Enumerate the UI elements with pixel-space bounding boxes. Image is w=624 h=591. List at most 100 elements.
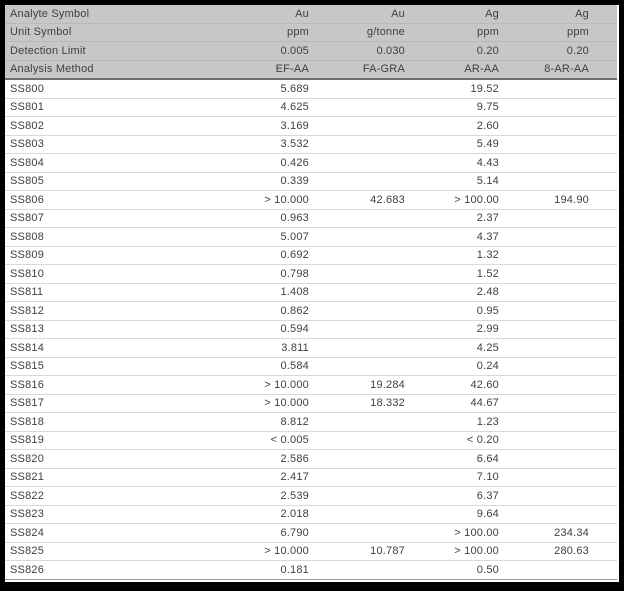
- sample-value: [313, 523, 409, 543]
- sample-id: SS821: [5, 468, 217, 487]
- assay-results-table: Analyte Symbol Au Au Ag Ag Unit Symbol ppm g/to…: [5, 5, 617, 580]
- sample-value: 1.23: [409, 412, 503, 432]
- table-row: SS820 2.586 6.64: [5, 449, 617, 469]
- sample-value: 0.692: [217, 246, 313, 265]
- sample-id: SS802: [5, 116, 217, 136]
- table-row: SS807 0.963 2.37: [5, 209, 617, 228]
- sample-id: SS816: [5, 375, 217, 395]
- sample-value: > 100.00: [409, 542, 503, 561]
- sample-value: 2.417: [217, 468, 313, 487]
- header-row: Analyte Symbol Au Au Ag Ag: [5, 5, 617, 24]
- header-row-label: Analyte Symbol: [5, 5, 217, 24]
- header-row-label: Analysis Method: [5, 60, 217, 80]
- sample-value: [503, 375, 617, 395]
- sample-id: SS801: [5, 98, 217, 117]
- sample-value: 1.32: [409, 246, 503, 265]
- sample-value: > 100.00: [409, 523, 503, 543]
- sample-value: [313, 468, 409, 487]
- header-row-value: AR-AA: [409, 60, 503, 80]
- sample-value: < 0.005: [217, 431, 313, 450]
- sample-value: > 10.000: [217, 542, 313, 561]
- sample-value: [313, 431, 409, 450]
- sample-id: SS818: [5, 412, 217, 432]
- sample-value: [503, 246, 617, 265]
- sample-id: SS820: [5, 449, 217, 469]
- assay-report-sheet: Analyte Symbol Au Au Ag Ag Unit Symbol ppm g/to…: [5, 5, 619, 582]
- table-row: SS809 0.692 1.32: [5, 246, 617, 265]
- sample-value: [313, 301, 409, 321]
- sample-value: [503, 227, 617, 247]
- sample-value: 280.63: [503, 542, 617, 561]
- sample-value: 3.169: [217, 116, 313, 136]
- table-header: Analyte Symbol Au Au Ag Ag Unit Symbol ppm g/to…: [5, 5, 617, 80]
- sample-id: SS825: [5, 542, 217, 561]
- sample-id: SS814: [5, 338, 217, 358]
- table-row: SS822 2.539 6.37: [5, 486, 617, 506]
- sample-value: [313, 172, 409, 191]
- sample-value: 0.862: [217, 301, 313, 321]
- sample-value: [313, 357, 409, 376]
- header-row-label: Unit Symbol: [5, 23, 217, 42]
- sample-id: SS819: [5, 431, 217, 450]
- sample-value: [503, 153, 617, 173]
- sample-value: [313, 560, 409, 580]
- sample-value: 5.14: [409, 172, 503, 191]
- sample-value: 194.90: [503, 190, 617, 210]
- sample-value: [313, 116, 409, 136]
- sample-value: 6.37: [409, 486, 503, 506]
- sample-value: [503, 431, 617, 450]
- sample-value: [313, 79, 409, 99]
- sample-value: 42.683: [313, 190, 409, 210]
- sample-id: SS815: [5, 357, 217, 376]
- sample-value: [503, 301, 617, 321]
- sample-value: [503, 79, 617, 99]
- sample-value: [503, 412, 617, 432]
- sample-value: [503, 116, 617, 136]
- sample-value: 0.24: [409, 357, 503, 376]
- header-row-value: 0.20: [503, 41, 617, 61]
- header-row-value: ppm: [217, 23, 313, 42]
- sample-value: [313, 338, 409, 358]
- sample-value: 2.586: [217, 449, 313, 469]
- sample-value: 9.75: [409, 98, 503, 117]
- sample-id: SS811: [5, 283, 217, 302]
- sample-value: 4.43: [409, 153, 503, 173]
- header-row-value: g/tonne: [313, 23, 409, 42]
- sample-value: [503, 394, 617, 413]
- table-row: SS825 > 10.000 10.787 > 100.00 280.63: [5, 542, 617, 561]
- header-row-value: Ag: [409, 5, 503, 24]
- table-row: SS812 0.862 0.95: [5, 301, 617, 321]
- header-row-value: 0.20: [409, 41, 503, 61]
- sample-value: 1.52: [409, 264, 503, 284]
- sample-id: SS812: [5, 301, 217, 321]
- sample-id: SS826: [5, 560, 217, 580]
- header-row-value: ppm: [503, 23, 617, 42]
- sample-value: [313, 505, 409, 524]
- table-body: SS800 5.689 19.52 SS801 4.625 9.75 SS802 3.169 2…: [5, 79, 617, 580]
- sample-value: 0.963: [217, 209, 313, 228]
- sample-value: [503, 486, 617, 506]
- sample-id: SS809: [5, 246, 217, 265]
- sample-value: 0.50: [409, 560, 503, 580]
- sample-value: 9.64: [409, 505, 503, 524]
- header-row-value: FA-GRA: [313, 60, 409, 80]
- sample-value: [313, 449, 409, 469]
- table-row: SS819 < 0.005 < 0.20: [5, 431, 617, 450]
- sample-value: [503, 357, 617, 376]
- sample-value: 18.332: [313, 394, 409, 413]
- sample-id: SS823: [5, 505, 217, 524]
- sample-value: 5.689: [217, 79, 313, 99]
- sample-value: 10.787: [313, 542, 409, 561]
- sample-value: 42.60: [409, 375, 503, 395]
- sample-value: 19.52: [409, 79, 503, 99]
- sample-value: 234.34: [503, 523, 617, 543]
- sample-value: 5.49: [409, 135, 503, 154]
- sample-value: [313, 264, 409, 284]
- table-row: SS810 0.798 1.52: [5, 264, 617, 284]
- sample-value: 4.37: [409, 227, 503, 247]
- sample-value: 0.339: [217, 172, 313, 191]
- sample-id: SS813: [5, 320, 217, 339]
- sample-value: [313, 227, 409, 247]
- sample-value: 6.790: [217, 523, 313, 543]
- sample-value: 0.181: [217, 560, 313, 580]
